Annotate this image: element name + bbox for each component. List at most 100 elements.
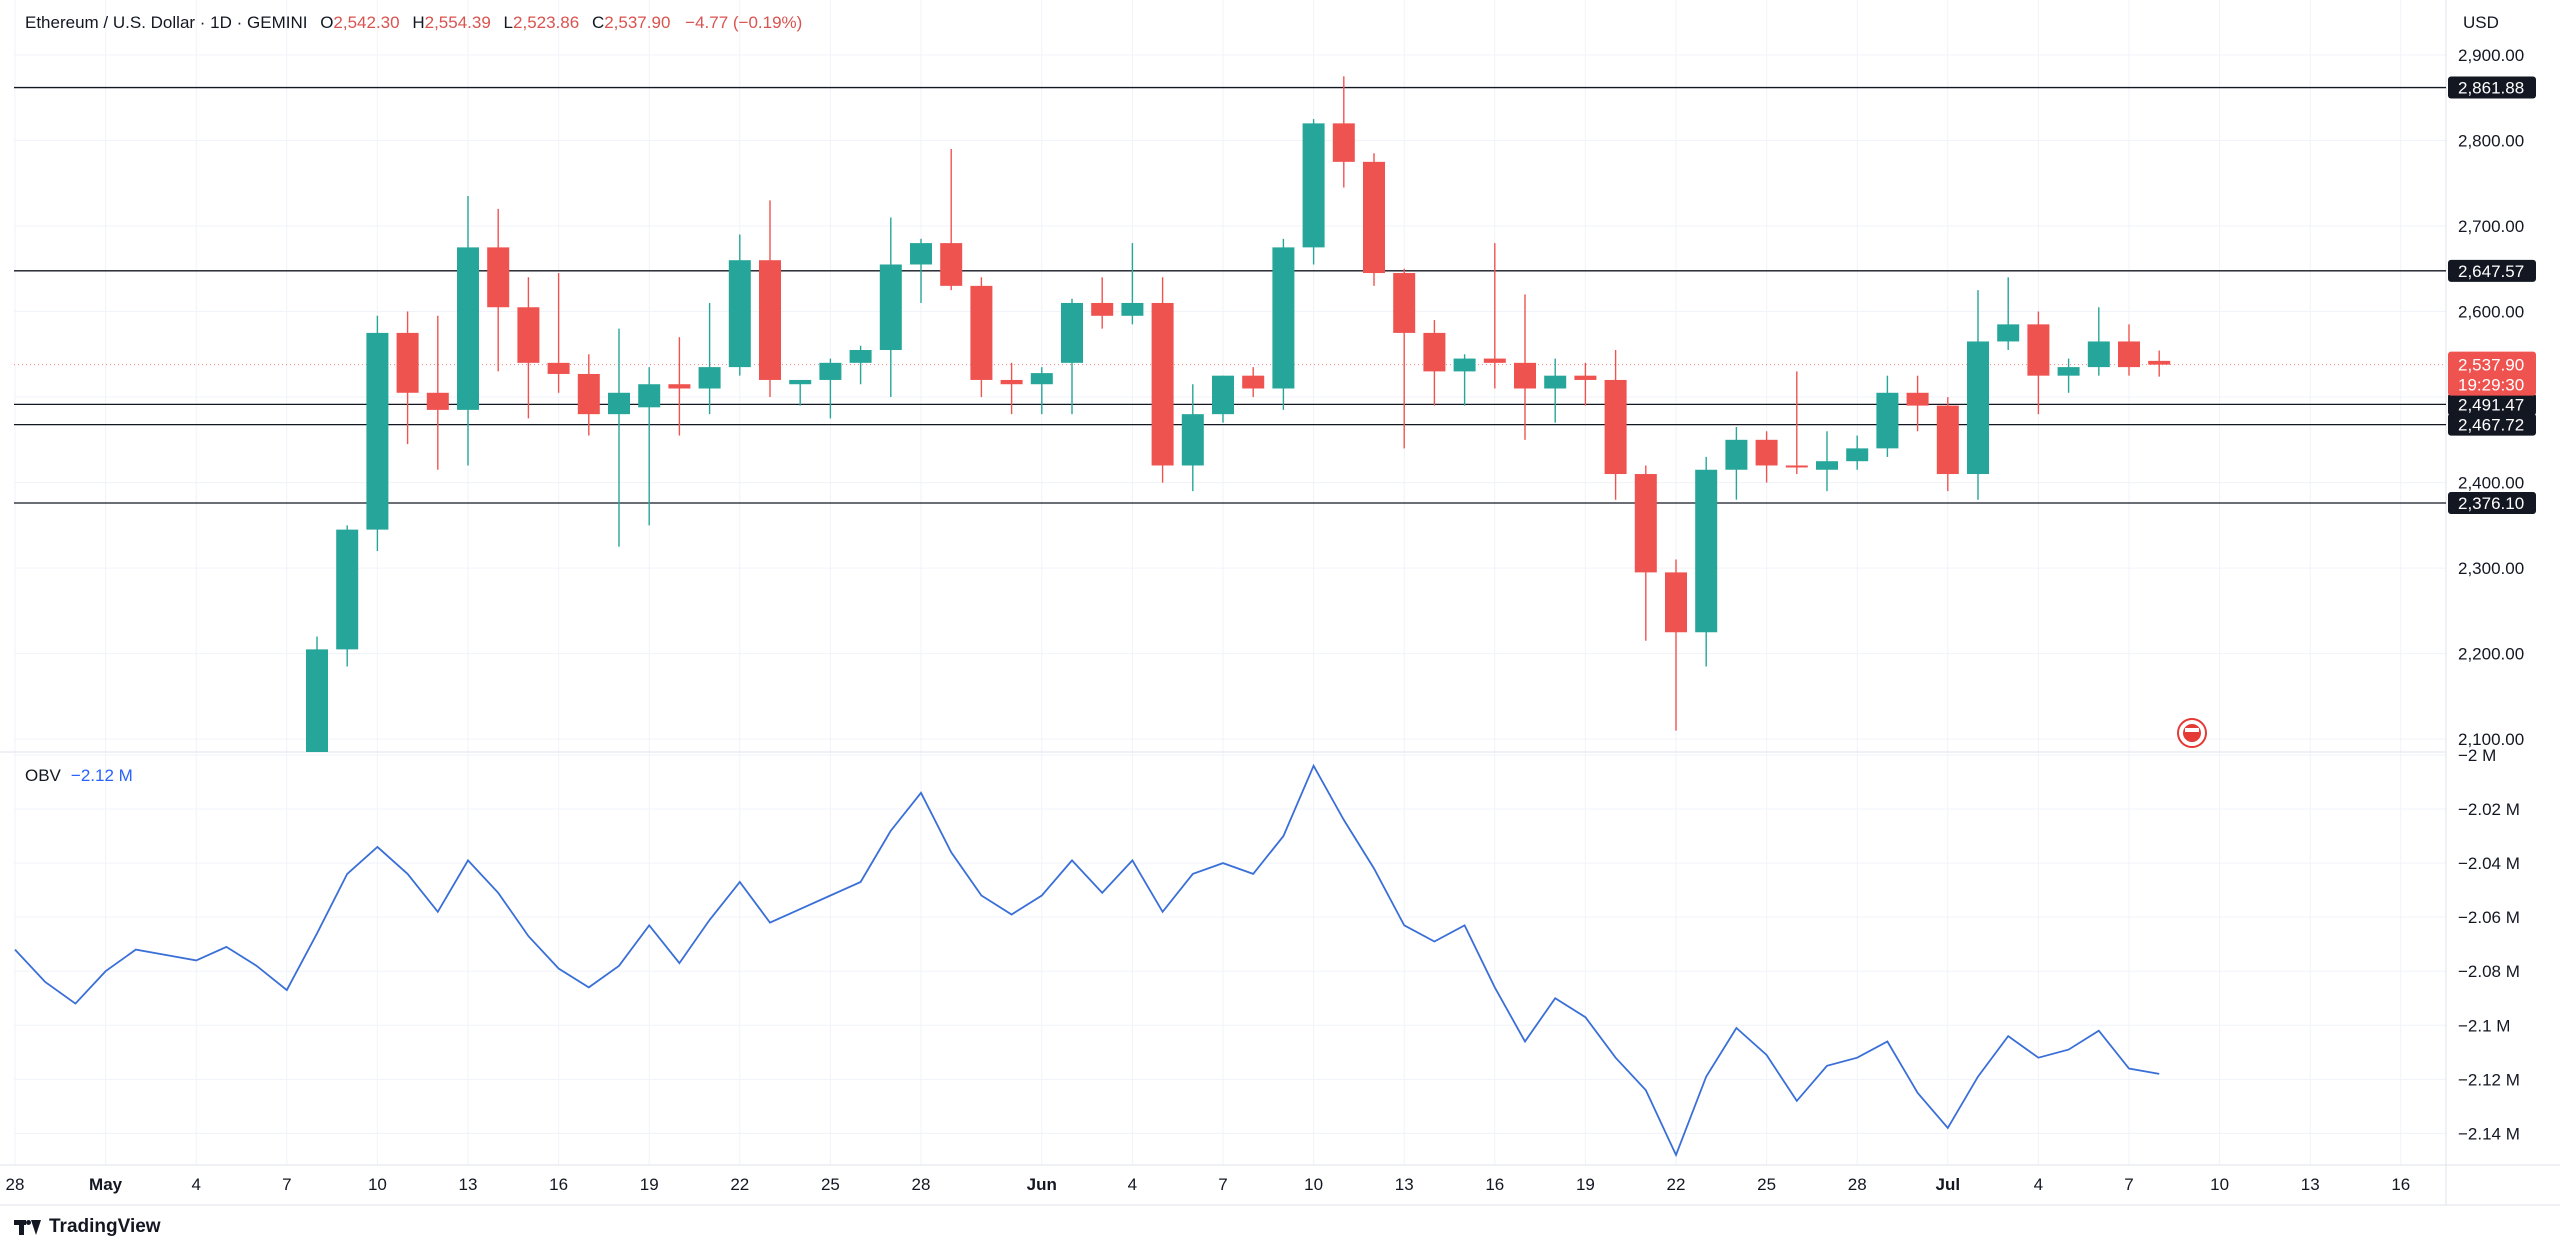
- candle-body-up[interactable]: [457, 247, 479, 410]
- candle-body-up[interactable]: [1453, 358, 1476, 372]
- candle-body-down[interactable]: [1363, 161, 1385, 274]
- candle-body-down[interactable]: [1574, 375, 1597, 380]
- candle-body-up[interactable]: [2087, 341, 2110, 368]
- level-badge: [2448, 76, 2536, 99]
- candle-body-up[interactable]: [728, 260, 751, 368]
- candle-body-down[interactable]: [1332, 123, 1355, 162]
- candle-body-up[interactable]: [1816, 461, 1838, 470]
- high-label: H: [412, 13, 425, 32]
- candle-body-up[interactable]: [698, 367, 721, 389]
- candle-body-down[interactable]: [547, 362, 570, 374]
- price-axis-tick-label: 2,100.00: [2458, 730, 2524, 749]
- current-price-badge: [2448, 351, 2536, 396]
- time-axis-tick-label: 10: [368, 1175, 387, 1194]
- candle-body-down[interactable]: [1393, 273, 1416, 333]
- obv-legend: OBV −2.12 M: [25, 766, 133, 786]
- candle-body-down[interactable]: [2118, 341, 2140, 368]
- candle-body-down[interactable]: [1785, 465, 1808, 468]
- candle-body-down[interactable]: [1423, 332, 1446, 372]
- candle-body-down[interactable]: [1755, 439, 1778, 466]
- time-axis-tick-label: 16: [549, 1175, 568, 1194]
- price-axis-tick-label: 2,600.00: [2458, 303, 2524, 322]
- candle-body-down[interactable]: [1514, 362, 1536, 389]
- time-axis-tick-label: Jul: [1936, 1175, 1961, 1194]
- obv-name[interactable]: OBV: [25, 766, 61, 785]
- close-value: 2,537.90: [604, 13, 671, 32]
- obv-axis-tick-label: −2.02 M: [2458, 800, 2520, 819]
- level-badge: [2448, 492, 2536, 515]
- price-axis-tick-label: 2,800.00: [2458, 131, 2524, 150]
- candle-body-up[interactable]: [910, 243, 932, 265]
- candle-body-up[interactable]: [789, 379, 812, 385]
- candle-body-up[interactable]: [608, 392, 630, 415]
- candle-body-down[interactable]: [940, 243, 963, 286]
- candle-body-up[interactable]: [1997, 324, 2020, 342]
- low-label: L: [503, 13, 514, 32]
- candle-body-down[interactable]: [1242, 375, 1265, 389]
- candle-body-down[interactable]: [487, 247, 510, 308]
- candle-body-up[interactable]: [1181, 414, 1204, 466]
- candle-body-down[interactable]: [1906, 392, 1929, 406]
- candle-body-down[interactable]: [1634, 474, 1657, 573]
- obv-axis-tick-label: −2 M: [2458, 746, 2496, 765]
- candle-body-down[interactable]: [1483, 358, 1506, 363]
- candle-body-up[interactable]: [1725, 439, 1748, 470]
- candle-body-up[interactable]: [1061, 302, 1083, 363]
- candle-body-up[interactable]: [638, 384, 661, 408]
- candle-body-up[interactable]: [1121, 302, 1144, 316]
- candle-body-down[interactable]: [970, 285, 993, 380]
- price-axis-tick-label: 2,400.00: [2458, 474, 2524, 493]
- candle-body-up[interactable]: [819, 362, 842, 380]
- obv-axis-tick-label: −2.14 M: [2458, 1124, 2520, 1143]
- time-axis-tick-label: 19: [640, 1175, 659, 1194]
- candle-body-up[interactable]: [1272, 247, 1295, 389]
- candle-body-up[interactable]: [1846, 448, 1869, 462]
- price-axis-tick-label: 2,700.00: [2458, 217, 2524, 236]
- time-axis-tick-label: 25: [1757, 1175, 1776, 1194]
- symbol-name[interactable]: Ethereum / U.S. Dollar · 1D · GEMINI: [25, 13, 308, 32]
- candle-body-down[interactable]: [396, 332, 419, 393]
- candle-body-up[interactable]: [849, 350, 872, 363]
- candle-body-down[interactable]: [2148, 360, 2171, 365]
- candle-body-up[interactable]: [1212, 375, 1234, 415]
- change-value: −4.77 (−0.19%): [685, 13, 803, 32]
- candle-body-up[interactable]: [306, 649, 328, 752]
- close-label: C: [591, 13, 605, 32]
- candle-body-down[interactable]: [2027, 324, 2050, 376]
- obv-axis-tick-label: −2.08 M: [2458, 962, 2520, 981]
- candle-body-up[interactable]: [1967, 341, 1989, 475]
- obv-line[interactable]: [14, 763, 2160, 1158]
- time-axis-tick-label: 28: [6, 1175, 25, 1194]
- candle-body-up[interactable]: [1302, 123, 1325, 248]
- current-price-label: 2,537.90: [2458, 356, 2524, 375]
- candle-body-down[interactable]: [1665, 572, 1687, 633]
- candle-body-down[interactable]: [517, 307, 540, 363]
- price-axis-tick-label: 2,900.00: [2458, 46, 2524, 65]
- candle-body-up[interactable]: [2057, 367, 2080, 376]
- currency-label[interactable]: USD: [2463, 13, 2499, 32]
- level-badge-label: 2,376.10: [2458, 494, 2524, 513]
- candle-body-down[interactable]: [577, 373, 600, 415]
- candle-body-down[interactable]: [1000, 379, 1023, 385]
- candle-body-down[interactable]: [426, 392, 449, 410]
- candle-body-down[interactable]: [1604, 379, 1627, 475]
- candle-body-up[interactable]: [879, 264, 902, 351]
- candle-body-up[interactable]: [336, 529, 359, 650]
- high-value: 2,554.39: [424, 13, 491, 32]
- candle-body-up[interactable]: [1876, 392, 1899, 449]
- time-axis-tick-label: 4: [1128, 1175, 1137, 1194]
- time-axis-tick-label: 4: [191, 1175, 200, 1194]
- time-axis-tick-label: 7: [2124, 1175, 2133, 1194]
- time-axis-tick-label: 13: [459, 1175, 478, 1194]
- candle-body-down[interactable]: [668, 384, 691, 389]
- candle-body-up[interactable]: [366, 332, 389, 530]
- candle-body-down[interactable]: [1091, 302, 1114, 316]
- candle-body-up[interactable]: [1695, 469, 1718, 633]
- candle-body-down[interactable]: [759, 260, 781, 380]
- candle-body-down[interactable]: [1151, 302, 1174, 466]
- candle-body-up[interactable]: [1030, 373, 1053, 385]
- tradingview-logo[interactable]: TradingView: [14, 1216, 161, 1238]
- candle-body-up[interactable]: [1544, 375, 1567, 389]
- candle-body-down[interactable]: [1936, 405, 1959, 475]
